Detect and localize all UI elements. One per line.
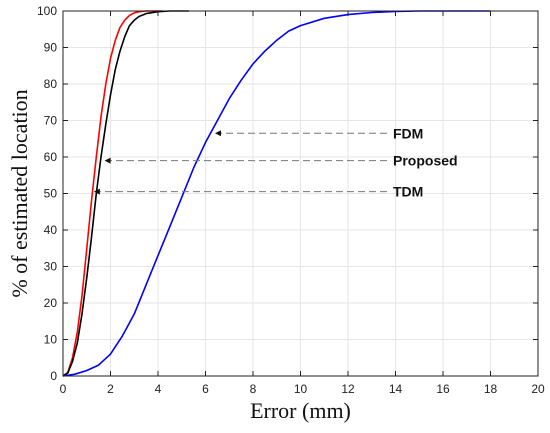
x-tick-label: 8 bbox=[250, 382, 257, 396]
y-tick-label: 60 bbox=[44, 150, 58, 164]
y-tick-label: 70 bbox=[44, 114, 58, 128]
annotation-label: TDM bbox=[393, 184, 423, 200]
tick-layer: 0 2 4 6 8 10 12 14 16 18 20 0 10 20 30 40 50 60 70 80 90 100 bbox=[37, 4, 545, 396]
x-tick-label: 0 bbox=[60, 382, 67, 396]
y-tick-label: 0 bbox=[50, 369, 57, 383]
x-tick-label: 14 bbox=[389, 382, 403, 396]
y-tick-label: 50 bbox=[44, 187, 58, 201]
x-tick-label: 4 bbox=[155, 382, 162, 396]
annotation-layer: FDM Proposed TDM bbox=[93, 125, 458, 200]
series-line-2 bbox=[62, 10, 491, 377]
series-line-0 bbox=[62, 10, 163, 377]
grid-layer bbox=[62, 10, 539, 377]
annotation-arrowhead bbox=[215, 130, 221, 137]
annotation-label: Proposed bbox=[393, 153, 458, 169]
annotation-arrowhead bbox=[104, 157, 111, 164]
y-tick-label: 100 bbox=[37, 4, 57, 18]
y-tick-label: 40 bbox=[44, 223, 58, 237]
x-tick-label: 20 bbox=[531, 382, 545, 396]
x-tick-label: 6 bbox=[202, 382, 209, 396]
annotation-arrowhead bbox=[93, 188, 100, 195]
x-tick-label: 18 bbox=[484, 382, 498, 396]
y-tick-label: 30 bbox=[44, 260, 58, 274]
y-tick-label: 10 bbox=[44, 333, 58, 347]
x-tick-label: 2 bbox=[107, 382, 114, 396]
x-tick-label: 16 bbox=[436, 382, 450, 396]
annotation-label: FDM bbox=[393, 125, 423, 141]
y-tick-label: 80 bbox=[44, 77, 58, 91]
y-axis-label: % of estimated location bbox=[7, 89, 32, 297]
x-tick-label: 12 bbox=[341, 382, 355, 396]
x-tick-label: 10 bbox=[294, 382, 308, 396]
series-layer bbox=[62, 10, 491, 377]
y-tick-label: 90 bbox=[44, 41, 58, 55]
y-tick-label: 20 bbox=[44, 296, 58, 310]
series-line-1 bbox=[62, 10, 189, 377]
x-axis-label: Error (mm) bbox=[250, 398, 351, 423]
